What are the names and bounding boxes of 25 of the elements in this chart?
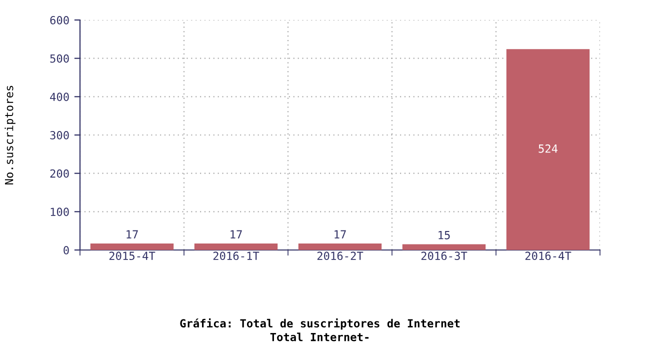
x-tick-label: 2016-3T (421, 252, 468, 260)
x-tick-label: 2016-4T (525, 252, 572, 260)
y-tick-label: 200 (50, 169, 69, 178)
x-tick-label: 2015-4T (109, 252, 156, 260)
y-tick-label: 300 (50, 131, 69, 140)
y-tick-label: 0 (64, 246, 69, 254)
data-label: 17 (230, 230, 242, 238)
y-tick-label: 600 (50, 16, 69, 24)
data-label: 17 (334, 230, 346, 238)
y-tick-label: 100 (50, 208, 69, 216)
bar (506, 49, 590, 250)
y-axis-title: No.suscriptores (4, 86, 16, 184)
y-tick-label: 400 (50, 92, 69, 102)
y-tick-label: 500 (50, 54, 69, 63)
bar (194, 243, 278, 250)
data-label: 524 (538, 144, 558, 153)
data-label: 17 (126, 230, 138, 238)
bar (402, 244, 486, 250)
x-tick-label: 2016-1T (213, 252, 260, 260)
x-tick-label: 2016-2T (317, 252, 364, 260)
bar (90, 243, 174, 250)
text: Total Internet- (270, 332, 369, 342)
data-label: 15 (438, 231, 450, 240)
text: Gráfica: Total de suscriptores de Internet (180, 318, 460, 330)
bar (298, 243, 382, 250)
